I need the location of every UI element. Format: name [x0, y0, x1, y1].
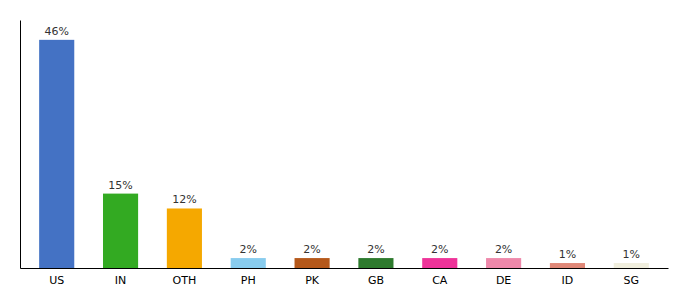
bar [358, 258, 393, 268]
bar [486, 258, 521, 268]
x-tick-label: SG [624, 274, 640, 287]
x-tick-label: CA [432, 274, 448, 287]
x-axis: US IN OTH PH PK GB CA DE ID SG [21, 269, 669, 287]
x-tick: ID [562, 274, 574, 287]
y-axis [20, 21, 21, 269]
x-axis-line [21, 268, 669, 269]
bars [39, 40, 649, 268]
plot: US IN OTH PH PK GB CA DE ID SG 46% 15% 12% 2% 2% 2% 2% 2%… [21, 21, 669, 287]
data-label: 2% [303, 243, 320, 256]
x-tick-label: ID [562, 274, 574, 287]
bar [39, 40, 74, 268]
x-tick: OTH [173, 274, 197, 287]
x-tick: SG [624, 274, 640, 287]
x-tick-label: IN [115, 274, 126, 287]
data-label: 2% [431, 243, 448, 256]
x-tick: DE [496, 274, 511, 287]
data-label: 1% [623, 248, 640, 261]
data-label: 2% [495, 243, 512, 256]
bar [103, 194, 138, 268]
x-tick-label: OTH [173, 274, 197, 287]
x-tick: US [49, 274, 64, 287]
x-tick-label: DE [496, 274, 511, 287]
bar [550, 263, 585, 268]
x-tick: GB [368, 274, 384, 287]
bar [231, 258, 266, 268]
data-label: 15% [108, 179, 132, 192]
data-label: 2% [240, 243, 257, 256]
x-tick: PH [241, 274, 256, 287]
bar [167, 208, 202, 268]
y-axis-line [20, 21, 21, 269]
x-tick: PK [305, 274, 320, 287]
bar [614, 263, 649, 268]
x-tick: CA [432, 274, 448, 287]
bar [295, 258, 330, 268]
data-label: 12% [172, 193, 196, 206]
x-tick-label: PH [241, 274, 256, 287]
bar [422, 258, 457, 268]
x-tick: IN [115, 274, 126, 287]
x-tick-label: US [49, 274, 64, 287]
data-labels: 46% 15% 12% 2% 2% 2% 2% 2% 1% 1% [44, 25, 640, 261]
chart: US IN OTH PH PK GB CA DE ID SG 46% 15% 12% 2% 2% 2% 2% 2%… [0, 0, 680, 300]
data-label: 1% [559, 248, 576, 261]
data-label: 46% [44, 25, 68, 38]
x-tick-label: GB [368, 274, 384, 287]
data-label: 2% [367, 243, 384, 256]
x-tick-label: PK [305, 274, 320, 287]
